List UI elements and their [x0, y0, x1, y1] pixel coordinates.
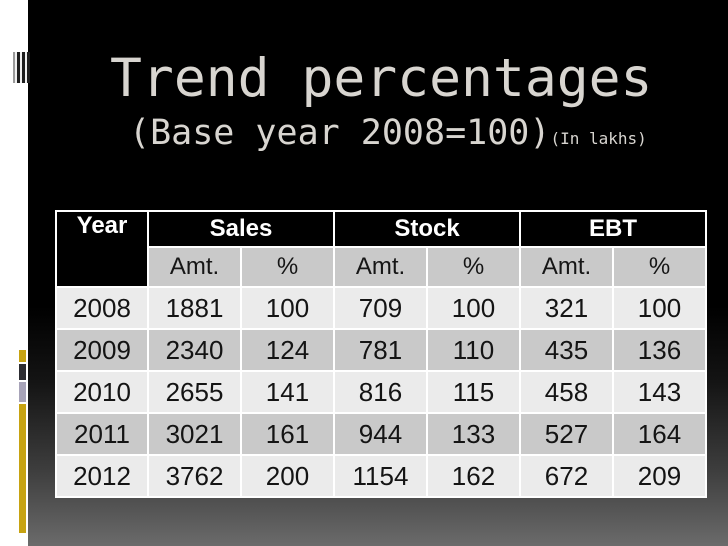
subtitle-text: (Base year 2008=100) — [129, 113, 551, 153]
subheader-stock-pct: % — [428, 248, 519, 286]
table-cell: 124 — [242, 330, 333, 370]
table-row: 2009 2340 124 781 110 435 136 — [57, 330, 705, 370]
units-note: (In lakhs) — [550, 129, 647, 148]
barcode-stripes-icon — [13, 52, 30, 83]
table-cell: 1881 — [149, 288, 240, 328]
accent-bar-gold-long — [19, 404, 26, 533]
table-cell: 816 — [335, 372, 426, 412]
table-cell: 100 — [242, 288, 333, 328]
table-row: 2012 3762 200 1154 162 672 209 — [57, 456, 705, 496]
table-cell: 3762 — [149, 456, 240, 496]
table-cell: 100 — [428, 288, 519, 328]
table-cell: 1154 — [335, 456, 426, 496]
table-subheader-row: Amt. % Amt. % Amt. % — [57, 248, 705, 286]
table-cell: 141 — [242, 372, 333, 412]
trend-table: Year Sales Stock EBT Amt. % Amt. % Amt. … — [55, 210, 707, 498]
row-year: 2009 — [57, 330, 147, 370]
subheader-ebt-amt: Amt. — [521, 248, 612, 286]
row-year: 2010 — [57, 372, 147, 412]
table-cell: 143 — [614, 372, 705, 412]
table-cell: 458 — [521, 372, 612, 412]
table-cell: 944 — [335, 414, 426, 454]
table-cell: 2340 — [149, 330, 240, 370]
accent-bar-lavender — [19, 382, 26, 402]
table-cell: 2655 — [149, 372, 240, 412]
slide-subtitle: (Base year 2008=100)(In lakhs) — [129, 113, 647, 153]
table-cell: 136 — [614, 330, 705, 370]
table-cell: 781 — [335, 330, 426, 370]
subheader-ebt-pct: % — [614, 248, 705, 286]
row-year: 2012 — [57, 456, 147, 496]
table-cell: 200 — [242, 456, 333, 496]
table-cell: 209 — [614, 456, 705, 496]
trend-table-container: Year Sales Stock EBT Amt. % Amt. % Amt. … — [55, 210, 707, 498]
table-row: 2011 3021 161 944 133 527 164 — [57, 414, 705, 454]
subheader-stock-amt: Amt. — [335, 248, 426, 286]
slide-title: Trend percentages — [110, 48, 653, 109]
table-cell: 527 — [521, 414, 612, 454]
subheader-sales-amt: Amt. — [149, 248, 240, 286]
subheader-sales-pct: % — [242, 248, 333, 286]
col-header-year: Year — [57, 212, 147, 286]
row-year: 2008 — [57, 288, 147, 328]
table-cell: 3021 — [149, 414, 240, 454]
table-cell: 133 — [428, 414, 519, 454]
table-cell: 709 — [335, 288, 426, 328]
table-cell: 161 — [242, 414, 333, 454]
table-cell: 672 — [521, 456, 612, 496]
table-cell: 115 — [428, 372, 519, 412]
table-cell: 435 — [521, 330, 612, 370]
table-cell: 321 — [521, 288, 612, 328]
table-cell: 100 — [614, 288, 705, 328]
table-cell: 162 — [428, 456, 519, 496]
col-header-sales: Sales — [149, 212, 333, 246]
table-group-header-row: Year Sales Stock EBT — [57, 212, 705, 286]
table-cell: 164 — [614, 414, 705, 454]
table-cell: 110 — [428, 330, 519, 370]
row-year: 2011 — [57, 414, 147, 454]
accent-bar-gold-small — [19, 350, 26, 362]
table-row: 2010 2655 141 816 115 458 143 — [57, 372, 705, 412]
table-row: 2008 1881 100 709 100 321 100 — [57, 288, 705, 328]
col-header-ebt: EBT — [521, 212, 705, 246]
col-header-stock: Stock — [335, 212, 519, 246]
accent-bar-charcoal — [19, 364, 26, 380]
